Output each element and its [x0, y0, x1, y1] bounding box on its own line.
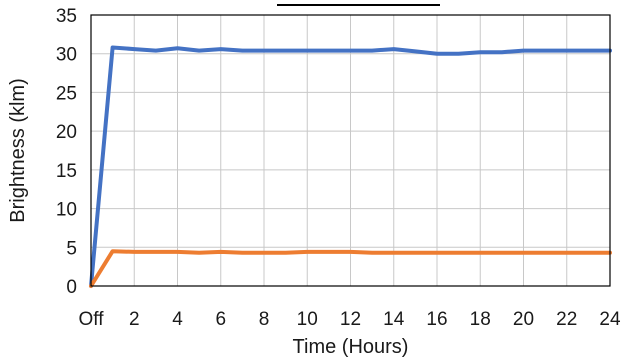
- x-tick-label: Off: [79, 309, 105, 330]
- x-tick-label: 10: [297, 309, 318, 330]
- y-tick-label: 30: [56, 45, 77, 66]
- y-tick-label: 20: [56, 122, 77, 143]
- x-tick-label: 4: [172, 309, 183, 330]
- y-tick-label: 5: [66, 238, 77, 259]
- x-tick-label: 22: [556, 309, 577, 330]
- x-tick-label: 14: [383, 309, 405, 330]
- series-line-2: [89, 249, 612, 288]
- y-tick-label: 35: [56, 6, 77, 27]
- x-tick-label: 2: [129, 309, 140, 330]
- y-tick-label: 0: [66, 277, 77, 298]
- series-line-1: [89, 45, 612, 288]
- x-tick-label: 6: [215, 309, 226, 330]
- y-tick-label: 15: [56, 161, 77, 182]
- x-tick-label: 12: [340, 309, 361, 330]
- plot-area-frame: [90, 14, 611, 287]
- x-axis-label: Time (Hours): [293, 336, 409, 358]
- y-axis-label: Brightness (klm): [7, 78, 29, 222]
- x-tick-label: 16: [426, 309, 447, 330]
- x-tick-label: 24: [599, 309, 621, 330]
- x-tick-label: 8: [259, 309, 270, 330]
- y-tick-label: 10: [56, 200, 77, 221]
- series-lines: [89, 45, 612, 288]
- y-tick-label: 25: [56, 83, 77, 104]
- gridlines: [90, 14, 611, 287]
- y-axis-ticks: 0 5 10 15 20 25 30 35: [56, 6, 77, 298]
- x-tick-label: 20: [513, 309, 534, 330]
- x-axis-ticks: Off 2 4 6 8 10 12 14 16 18 20 22 24: [79, 309, 621, 330]
- x-tick-label: 18: [470, 309, 491, 330]
